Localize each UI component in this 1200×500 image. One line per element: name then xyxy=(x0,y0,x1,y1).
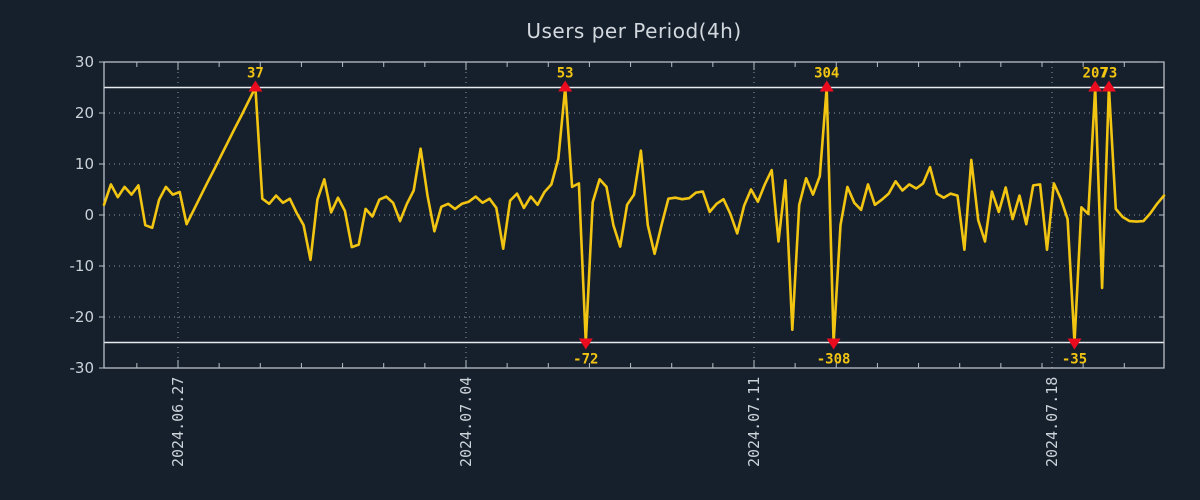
y-tick-label: 20 xyxy=(75,104,94,122)
valley-marker-icon xyxy=(578,338,593,350)
peak-value-label: 207 xyxy=(1083,66,1108,82)
peak-marker-icon xyxy=(558,80,573,92)
valley-marker-icon xyxy=(826,338,841,350)
series-line xyxy=(102,86,1166,344)
y-tick-label: 10 xyxy=(75,155,94,173)
valley-value-label: -72 xyxy=(573,352,598,368)
x-tick-label: 2024.07.11 xyxy=(745,377,763,467)
peak-value-label: 37 xyxy=(247,66,264,82)
y-tick-label: -20 xyxy=(70,308,95,326)
x-tick-label: 2024.06.27 xyxy=(169,377,187,467)
peak-marker-icon xyxy=(248,80,263,92)
y-tick-label: -10 xyxy=(70,257,95,275)
peak-marker-icon xyxy=(819,80,834,92)
peak-value-label: 53 xyxy=(557,66,574,82)
peak-value-label: 73 xyxy=(1101,66,1118,82)
y-tick-label: 30 xyxy=(75,53,94,71)
peak-marker-icon xyxy=(1101,80,1116,92)
x-tick-label: 2024.07.18 xyxy=(1043,377,1061,467)
valley-value-label: -35 xyxy=(1062,352,1087,368)
y-tick-label: -30 xyxy=(70,359,95,377)
axis-layer: -30 -20 -10 0 10 20 30 2024.06.27 2024.07.04 2024… xyxy=(70,53,1165,467)
valley-value-label: -308 xyxy=(817,352,851,368)
grid-layer xyxy=(104,62,1164,368)
y-tick-label: 0 xyxy=(84,206,94,224)
chart-title: Users per Period(4h) xyxy=(526,19,741,43)
x-tick-label: 2024.07.04 xyxy=(457,377,475,467)
valley-marker-icon xyxy=(1067,338,1082,350)
series-layer xyxy=(102,86,1166,344)
peak-marker-icon xyxy=(1088,80,1103,92)
peak-value-label: 304 xyxy=(814,66,839,82)
